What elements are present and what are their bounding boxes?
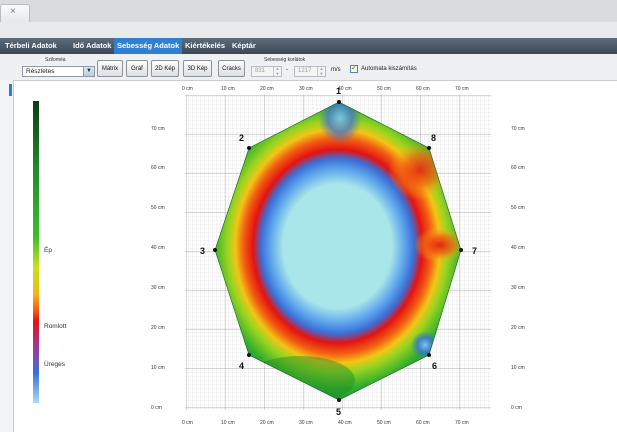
menu-keptar[interactable]: Képtár [232, 41, 256, 50]
unit-label: m/s [331, 67, 341, 73]
menu-ido-adatok[interactable]: Idő Adatok [73, 41, 112, 50]
sensor-label-3: 3 [200, 246, 206, 256]
speed-max-value: 1217 [298, 68, 312, 74]
y-tick-left: 20 cm [151, 325, 165, 331]
sensor-label-6: 6 [432, 361, 438, 371]
3d-image-button[interactable]: 3D Kép [183, 60, 212, 77]
sensor-point [337, 398, 341, 402]
x-tick-bottom: 0 cm [182, 420, 193, 426]
y-tick-left: 30 cm [151, 285, 165, 291]
sensor-label-7: 7 [472, 246, 478, 256]
x-tick-top: 50 cm [377, 86, 391, 92]
sensor-label-8: 8 [431, 133, 437, 143]
y-tick-left: 60 cm [151, 165, 165, 171]
select-value: Részletes [26, 68, 55, 75]
y-tick-right: 40 cm [511, 245, 525, 251]
sensor-label-4: 4 [239, 361, 245, 371]
chevron-down-icon[interactable]: ▼ [83, 67, 94, 76]
group-label: Sziloméa [45, 57, 66, 63]
selection-marker [9, 84, 12, 96]
y-tick-right: 60 cm [511, 165, 525, 171]
x-tick-bottom: 10 cm [221, 420, 235, 426]
y-tick-right: 70 cm [511, 126, 525, 132]
spinner-icon[interactable]: ▲ ▼ [317, 66, 325, 76]
sensor-point [213, 248, 217, 252]
x-tick-top: 0 cm [182, 86, 193, 92]
menu-sebesseg-adatok[interactable]: Sebesség Adatok [114, 38, 183, 54]
menu-kiertekeles[interactable]: Kiértékelés [185, 41, 226, 50]
x-tick-bottom: 50 cm [377, 420, 391, 426]
check-icon: ✓ [351, 63, 358, 72]
speed-min-value: 831 [255, 68, 266, 74]
speed-max-input[interactable]: 1217 ▲ ▼ [294, 66, 326, 77]
speed-dash: - [286, 67, 288, 73]
x-tick-top: 10 cm [221, 86, 235, 92]
sensor-point [247, 146, 251, 150]
sensor-point [247, 353, 251, 357]
y-tick-right: 20 cm [511, 325, 525, 331]
y-tick-right: 50 cm [511, 205, 525, 211]
x-tick-bottom: 70 cm [455, 420, 469, 426]
x-tick-bottom: 20 cm [260, 420, 274, 426]
title-band [0, 22, 617, 38]
legend-color-bar [33, 101, 39, 403]
y-tick-left: 40 cm [151, 245, 165, 251]
speed-group-label: Sebesség korlátok [264, 57, 306, 63]
window-tab[interactable]: × [0, 4, 30, 23]
sensor-points [213, 100, 463, 402]
legend-label-hollow: Üreges [44, 361, 65, 368]
x-tick-top: 20 cm [260, 86, 274, 92]
auto-label: Automata kiszámítás [361, 66, 417, 72]
graph-button[interactable]: Gráf [126, 60, 148, 77]
left-rail [0, 80, 14, 432]
cracks-button[interactable]: Cracks [218, 60, 245, 77]
y-tick-left: 0 cm [151, 405, 162, 411]
x-tick-bottom: 60 cm [416, 420, 430, 426]
menu-bar: Térbeli Adatok Idő Adatok Sebesség Adato… [0, 38, 617, 54]
sensor-point [459, 248, 463, 252]
sensor-point [337, 100, 341, 104]
window-title-strip [0, 0, 617, 22]
sensor-point [427, 353, 431, 357]
detail-select[interactable]: Részletes ▼ [22, 66, 95, 77]
auto-checkbox[interactable]: ✓ [350, 63, 358, 73]
sensor-label-5: 5 [336, 407, 342, 417]
x-tick-top: 30 cm [299, 86, 313, 92]
menu-terbeli-adatok[interactable]: Térbeli Adatok [5, 41, 57, 50]
x-tick-bottom: 40 cm [338, 420, 352, 426]
y-tick-right: 30 cm [511, 285, 525, 291]
close-icon[interactable]: × [10, 6, 16, 17]
y-tick-right: 10 cm [511, 365, 525, 371]
2d-image-button[interactable]: 2D Kép [151, 60, 179, 77]
y-tick-right: 0 cm [511, 405, 522, 411]
legend-label-healthy: Ép [44, 247, 52, 254]
y-tick-left: 70 cm [151, 126, 165, 132]
y-tick-left: 10 cm [151, 365, 165, 371]
sensor-label-1: 1 [336, 86, 342, 96]
speed-min-input[interactable]: 831 ▲ ▼ [251, 66, 282, 77]
sensor-label-2: 2 [239, 133, 245, 143]
x-tick-top: 70 cm [455, 86, 469, 92]
sensor-point [427, 146, 431, 150]
x-tick-top: 60 cm [416, 86, 430, 92]
legend-label-degraded: Romlott [44, 323, 67, 330]
spinner-icon[interactable]: ▲ ▼ [273, 66, 281, 76]
matrix-button[interactable]: Mátrix [97, 60, 123, 77]
x-tick-top: 40 cm [338, 86, 352, 92]
x-tick-bottom: 30 cm [299, 420, 313, 426]
y-tick-left: 50 cm [151, 205, 165, 211]
